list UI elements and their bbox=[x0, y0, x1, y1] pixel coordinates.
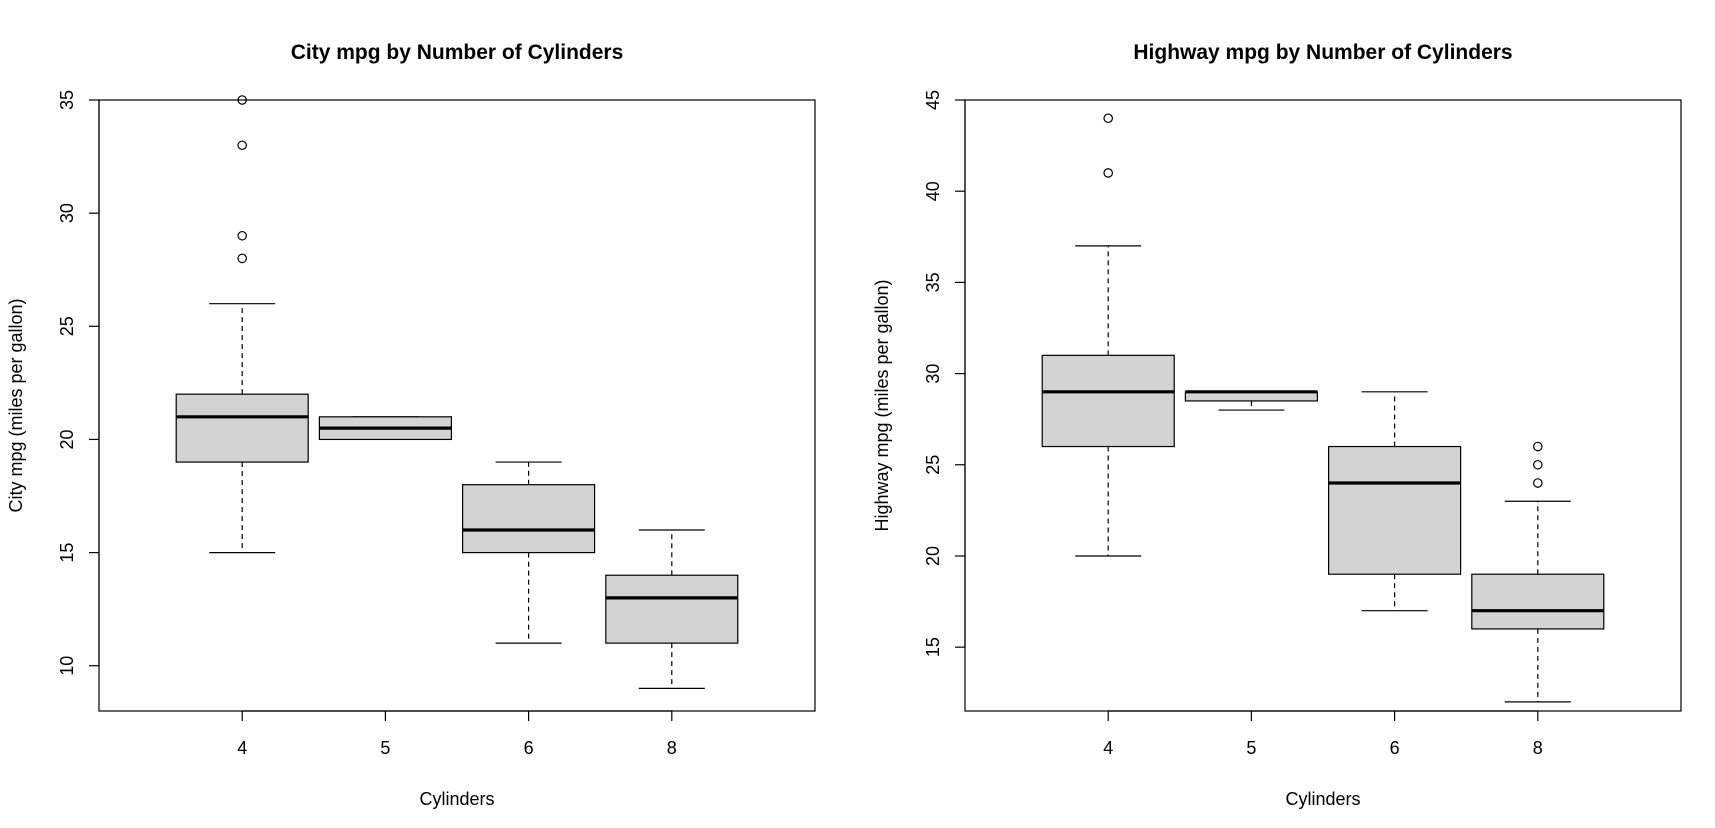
outlier-point bbox=[1532, 478, 1543, 488]
y-tick-label: 20 bbox=[923, 546, 943, 566]
x-tick-label: 4 bbox=[1103, 738, 1113, 758]
y-tick-label: 30 bbox=[923, 364, 943, 384]
chart-title: City mpg by Number of Cylinders bbox=[291, 41, 624, 64]
highway-mpg-plot: Highway mpg by Number of Cylinders 15 20 25… bbox=[872, 41, 1682, 809]
box bbox=[1471, 573, 1605, 630]
y-tick-label: 45 bbox=[923, 90, 943, 110]
y-tick-label: 20 bbox=[57, 429, 77, 449]
box bbox=[1328, 445, 1462, 575]
outlier-point bbox=[237, 230, 247, 241]
outlier-point bbox=[1532, 459, 1543, 470]
box-group-8 bbox=[1471, 441, 1605, 703]
box-group-4 bbox=[1041, 113, 1175, 557]
y-tick-label: 15 bbox=[923, 637, 943, 657]
y-axis-label: City mpg (miles per gallon) bbox=[6, 298, 26, 512]
box-group-4 bbox=[175, 95, 309, 554]
highway-mpg-chart: Highway mpg by Number of Cylinders 15 20 25… bbox=[858, 0, 1715, 828]
city-mpg-chart: City mpg by Number of Cylinders 10 15 20 25 3… bbox=[0, 0, 857, 828]
box-group-8 bbox=[605, 529, 739, 689]
city-mpg-plot: City mpg by Number of Cylinders 10 15 20 25 3… bbox=[6, 41, 816, 809]
x-tick-label: 4 bbox=[237, 738, 247, 758]
y-tick-label: 25 bbox=[923, 455, 943, 475]
outlier-point bbox=[237, 95, 247, 105]
y-tick-label: 10 bbox=[57, 656, 77, 676]
x-axis-label: Cylinders bbox=[419, 789, 494, 809]
x-tick-label: 6 bbox=[524, 738, 534, 758]
x-tick-label: 8 bbox=[1533, 738, 1543, 758]
box bbox=[175, 393, 309, 463]
y-axis-label: Highway mpg (miles per gallon) bbox=[872, 279, 892, 531]
x-tick-label: 6 bbox=[1390, 738, 1400, 758]
box bbox=[605, 574, 739, 644]
y-tick-label: 40 bbox=[923, 181, 943, 201]
x-axis-label: Cylinders bbox=[1285, 789, 1360, 809]
y-tick-label: 15 bbox=[57, 543, 77, 563]
y-tick-label: 25 bbox=[57, 316, 77, 336]
outlier-point bbox=[237, 253, 247, 264]
outlier-point bbox=[1103, 113, 1113, 124]
y-tick-label: 30 bbox=[57, 203, 77, 223]
box-group-5 bbox=[1184, 390, 1318, 411]
x-tick-label: 5 bbox=[1246, 738, 1256, 758]
y-tick-label: 35 bbox=[923, 272, 943, 292]
outlier-point bbox=[237, 140, 247, 151]
box bbox=[462, 484, 596, 554]
outlier-point bbox=[1532, 441, 1543, 452]
x-tick-label: 5 bbox=[380, 738, 390, 758]
box-group-6 bbox=[462, 461, 596, 644]
y-tick-label: 35 bbox=[57, 90, 77, 110]
box bbox=[1041, 354, 1175, 448]
chart-title: Highway mpg by Number of Cylinders bbox=[1133, 41, 1512, 64]
box-group-5 bbox=[318, 416, 452, 441]
outlier-point bbox=[1103, 168, 1113, 178]
x-tick-label: 8 bbox=[667, 738, 677, 758]
box-group-6 bbox=[1328, 391, 1462, 612]
